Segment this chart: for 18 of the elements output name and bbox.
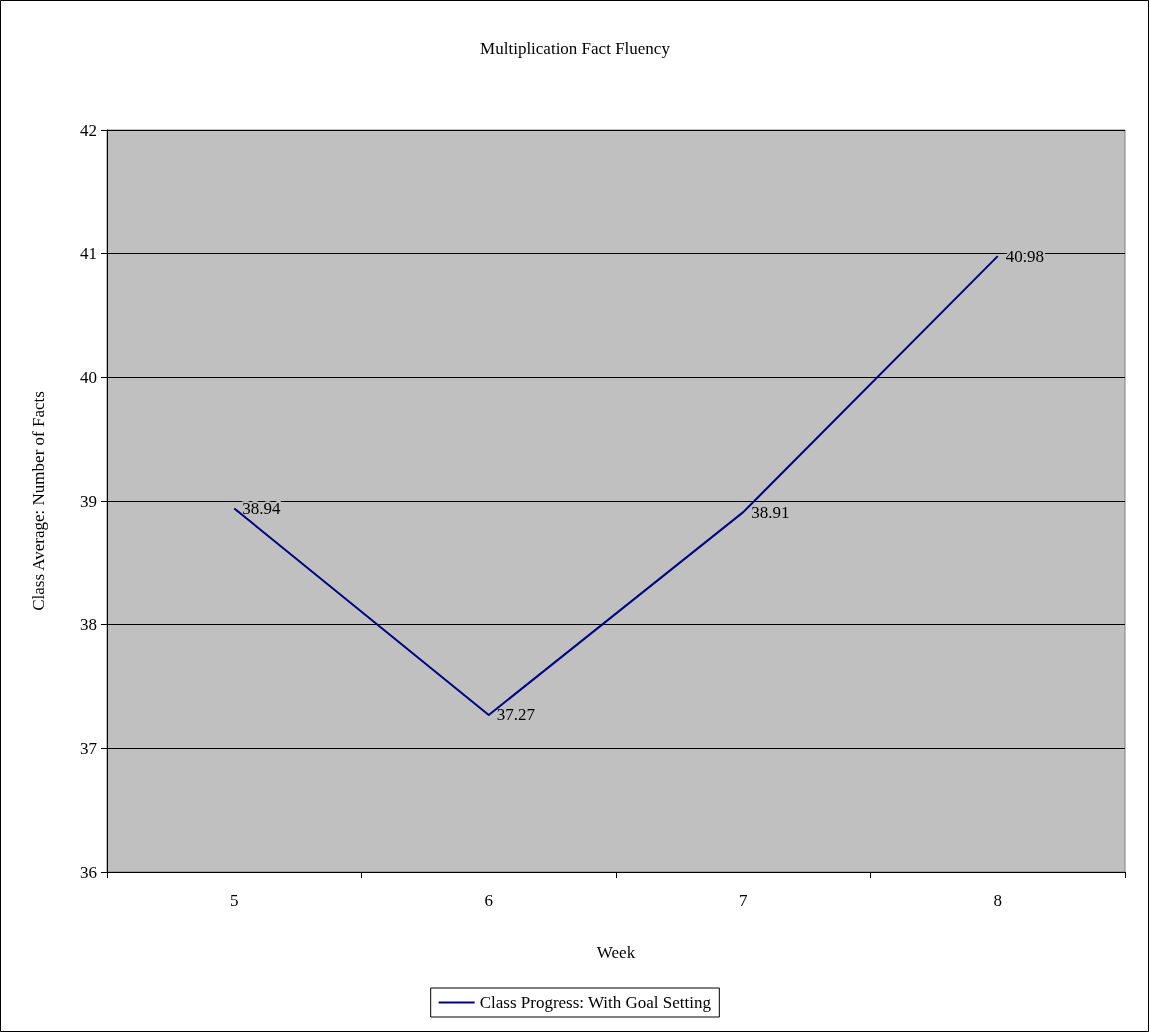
y-tick-label: 37 (80, 738, 98, 758)
y-tick-label: 39 (80, 491, 97, 511)
data-label: 38.94 (242, 498, 281, 518)
data-label: 38.91 (751, 502, 790, 522)
y-axis-title: Class Average: Number of Facts (29, 391, 48, 611)
x-tick-label: 6 (484, 891, 493, 910)
chart-title: Multiplication Fact Fluency (480, 39, 671, 58)
x-tick-label: 7 (739, 891, 748, 910)
x-tick-label: 8 (993, 891, 1002, 910)
y-tick-label: 42 (80, 120, 97, 140)
legend-label: Class Progress: With Goal Setting (479, 993, 712, 1012)
x-axis-title: Week (596, 943, 636, 962)
x-tick-label: 5 (230, 891, 239, 910)
y-tick-label: 36 (80, 862, 97, 882)
data-label: 37.27 (496, 705, 536, 725)
y-tick-label: 38 (80, 615, 97, 635)
y-tick-label: 40 (80, 367, 97, 387)
y-tick-label: 41 (80, 244, 97, 264)
